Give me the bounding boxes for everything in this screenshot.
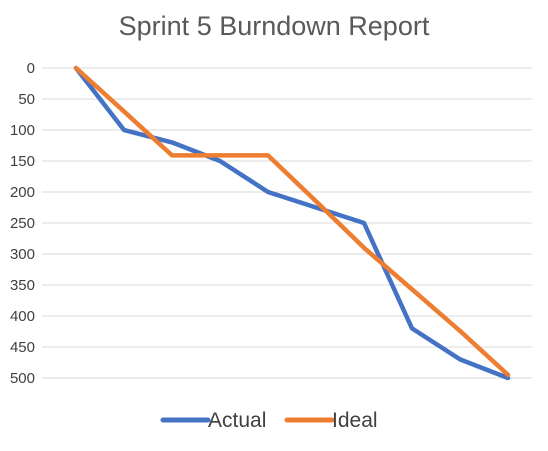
legend-label-ideal: Ideal (332, 409, 378, 432)
y-tick-label: 400 (10, 308, 35, 325)
y-tick-label: 150 (10, 153, 35, 170)
y-tick-label: 350 (10, 277, 35, 294)
series-line-ideal (73, 65, 511, 378)
y-tick-label: 450 (10, 339, 35, 356)
y-tick-label: 0 (27, 60, 35, 77)
legend-label-actual: Actual (208, 409, 266, 432)
y-tick-label: 100 (10, 122, 35, 139)
y-tick-label: 300 (10, 246, 35, 263)
y-tick-label: 200 (10, 184, 35, 201)
y-tick-label: 250 (10, 215, 35, 232)
series-lines (73, 65, 511, 381)
y-tick-label: 50 (18, 91, 35, 108)
y-axis-tick-labels: 0 50 100 150 200 250 300 350 400 450 500 (10, 60, 35, 387)
chart-title: Sprint 5 Burndown Report (119, 11, 430, 41)
legend: Actual Ideal (160, 409, 378, 432)
y-tick-label: 500 (10, 370, 35, 387)
